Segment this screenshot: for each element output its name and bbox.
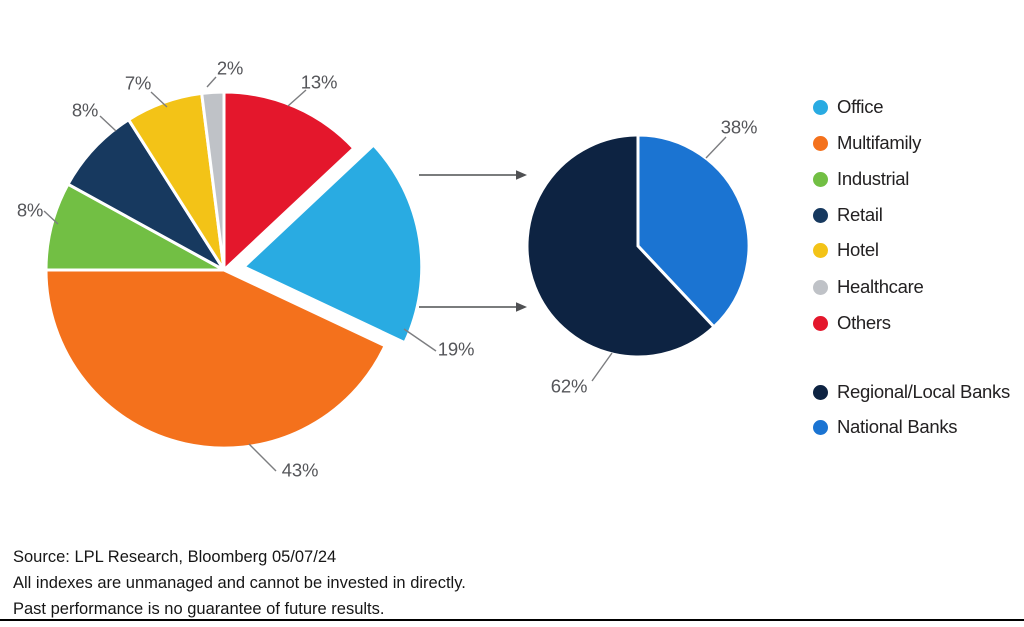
pies-layer: 13% 19% 43% 8% 8% 7% 2% 38% 62% xyxy=(17,58,758,481)
legend-dot-industrial xyxy=(813,171,828,187)
legend-label: Hotel xyxy=(837,239,879,260)
flow-arrow-head-2 xyxy=(516,302,527,312)
legend-label: Multifamily xyxy=(837,132,922,153)
pie-slice-retail xyxy=(65,117,226,272)
label-leader-retail xyxy=(99,115,117,132)
pie-slice-industrial xyxy=(44,182,225,272)
legend-item-multifamily: Multifamily xyxy=(813,133,921,153)
legend: Office Multifamily Industrial Retail Hotel He… xyxy=(813,0,1024,460)
bottom-rule xyxy=(0,619,1024,621)
label-leader-hotel xyxy=(150,91,168,108)
pie-pct-label-others: 13% xyxy=(301,72,337,93)
legend-item-national-banks: National Banks xyxy=(813,416,958,437)
pie-pct-label-office: 19% xyxy=(438,339,474,360)
legend-dot-regional-local-banks xyxy=(813,384,828,400)
label-leader-national-banks xyxy=(705,136,727,159)
pie-slice-office xyxy=(241,142,424,345)
source-note: Source: LPL Research, Bloomberg 05/07/24 xyxy=(13,548,337,566)
legend-dot-multifamily xyxy=(813,135,828,151)
legend-item-regional-local-banks: Regional/Local Banks xyxy=(813,382,1010,402)
disclaimer-line-1: All indexes are unmanaged and cannot be … xyxy=(13,574,466,592)
pie-pct-label-regional-local-banks: 62% xyxy=(551,376,587,397)
legend-item-retail: Retail xyxy=(813,205,883,225)
legend-label: Industrial xyxy=(837,168,910,189)
pie-slice-multifamily xyxy=(44,268,388,450)
pie-cre-loan-sectors: 13% 19% 43% 8% 8% 7% 2% xyxy=(17,58,475,481)
pie-pct-label-hotel: 7% xyxy=(125,73,151,94)
label-leader-multifamily xyxy=(248,443,277,472)
pie-slice-healthcare xyxy=(200,90,226,271)
flow-arrow-head-1 xyxy=(516,170,527,180)
pie-slice-national-banks xyxy=(636,133,751,330)
label-leader-healthcare xyxy=(206,76,217,88)
pie-pct-label-multifamily: 43% xyxy=(282,460,318,481)
legend-label: Others xyxy=(837,312,891,333)
pie-slice-regional-local-banks xyxy=(525,133,717,359)
legend-dot-hotel xyxy=(813,242,828,258)
legend-dot-others xyxy=(813,315,828,331)
legend-dot-healthcare xyxy=(813,279,828,295)
pie-pct-label-national-banks: 38% xyxy=(721,117,757,138)
legend-dot-retail xyxy=(813,207,828,223)
legend-item-others: Others xyxy=(813,313,891,333)
label-leader-office xyxy=(403,328,437,352)
pie-office-loan-lenders: 38% 62% xyxy=(525,117,757,397)
label-leader-industrial xyxy=(43,210,59,225)
legend-label: National Banks xyxy=(837,416,958,437)
legend-item-healthcare: Healthcare xyxy=(813,276,924,297)
legend-label: Office xyxy=(837,96,884,117)
legend-item-hotel: Hotel xyxy=(813,240,879,260)
pie-slice-others xyxy=(222,90,356,274)
footnotes: Source: LPL Research, Bloomberg 05/07/24… xyxy=(13,544,466,622)
chart-canvas: 13% 19% 43% 8% 8% 7% 2% 38% 62% xyxy=(17,58,758,481)
pie-pct-label-healthcare: 2% xyxy=(217,58,243,79)
label-leader-regional-local-banks xyxy=(591,352,613,382)
label-leader-others xyxy=(287,89,307,107)
legend-item-office: Office xyxy=(813,97,883,117)
legend-label: Retail xyxy=(837,204,883,225)
legend-dot-office xyxy=(813,99,828,115)
pie-pct-label-industrial: 8% xyxy=(17,200,43,221)
disclaimer-line-2: Past performance is no guarantee of futu… xyxy=(13,600,385,618)
flow-arrows xyxy=(419,170,527,312)
pie-pct-label-retail: 8% xyxy=(72,100,98,121)
legend-dot-national-banks xyxy=(813,419,828,435)
legend-label: Healthcare xyxy=(837,276,924,297)
legend-label: Regional/Local Banks xyxy=(837,381,1010,402)
legend-item-industrial: Industrial xyxy=(813,169,909,189)
